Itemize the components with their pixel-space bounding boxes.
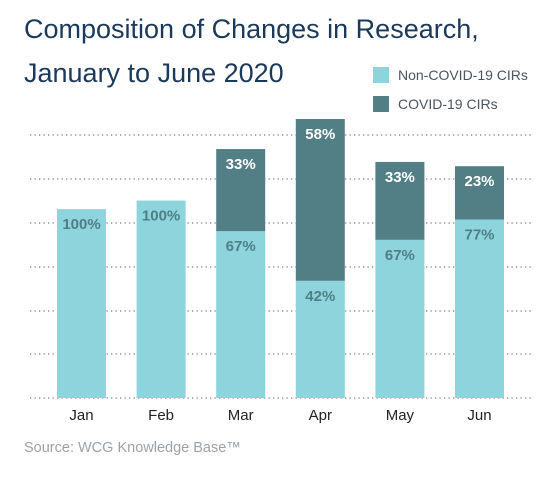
chart-title-line-1: Composition of Changes in Research, xyxy=(24,14,479,44)
bar-non-covid-apr xyxy=(295,280,345,398)
x-tick-label-jun: Jun xyxy=(467,407,491,424)
bar-covid-may xyxy=(375,161,425,240)
bar-non-covid-feb xyxy=(136,200,186,398)
bar-covid-mar xyxy=(216,149,266,232)
source-note: Source: WCG Knowledge Base™ xyxy=(24,440,241,456)
x-tick-label-may: May xyxy=(386,407,415,424)
x-tick-label-apr: Apr xyxy=(309,407,332,424)
bar-non-covid-jun xyxy=(455,219,504,398)
data-label-non-covid-may: 67% xyxy=(385,247,415,264)
bar-covid-apr xyxy=(295,119,345,281)
bar-covid-jun xyxy=(455,166,504,220)
legend-item-covid: COVID-19 CIRs xyxy=(373,96,498,112)
x-tick-label-jan: Jan xyxy=(69,407,93,424)
legend-swatch-non-covid xyxy=(373,67,389,83)
legend-label-non-covid: Non-COVID-19 CIRs xyxy=(398,67,528,83)
bar-non-covid-may xyxy=(375,239,425,398)
legend-swatch-covid xyxy=(373,96,389,112)
x-tick-label-mar: Mar xyxy=(228,407,254,424)
bar-non-covid-jan xyxy=(57,209,106,398)
legend-label-covid: COVID-19 CIRs xyxy=(398,96,498,112)
data-label-non-covid-apr: 42% xyxy=(305,288,335,305)
data-label-covid-apr: 58% xyxy=(305,126,335,143)
data-label-non-covid-jan: 100% xyxy=(62,216,100,233)
data-label-non-covid-mar: 67% xyxy=(226,238,256,255)
data-label-covid-mar: 33% xyxy=(226,156,256,173)
x-tick-label-feb: Feb xyxy=(148,407,174,424)
data-label-non-covid-feb: 100% xyxy=(142,208,180,225)
data-label-covid-jun: 23% xyxy=(464,173,494,190)
chart-title-line-2: January to June 2020 xyxy=(24,58,284,88)
legend-item-non-covid: Non-COVID-19 CIRs xyxy=(373,67,528,83)
data-label-non-covid-jun: 77% xyxy=(464,227,494,244)
bar-non-covid-mar xyxy=(216,231,266,398)
data-label-covid-may: 33% xyxy=(385,169,415,186)
